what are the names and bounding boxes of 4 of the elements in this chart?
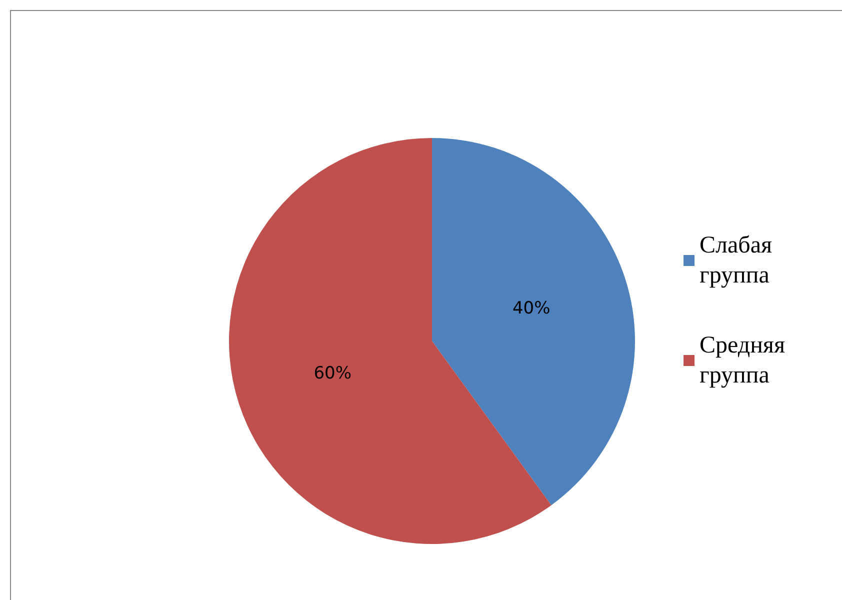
data-label: 40% — [512, 298, 550, 319]
data-label: 60% — [314, 363, 352, 384]
legend-label: Средняя группа — [700, 332, 786, 388]
legend-label: Слабая группа — [700, 232, 772, 288]
